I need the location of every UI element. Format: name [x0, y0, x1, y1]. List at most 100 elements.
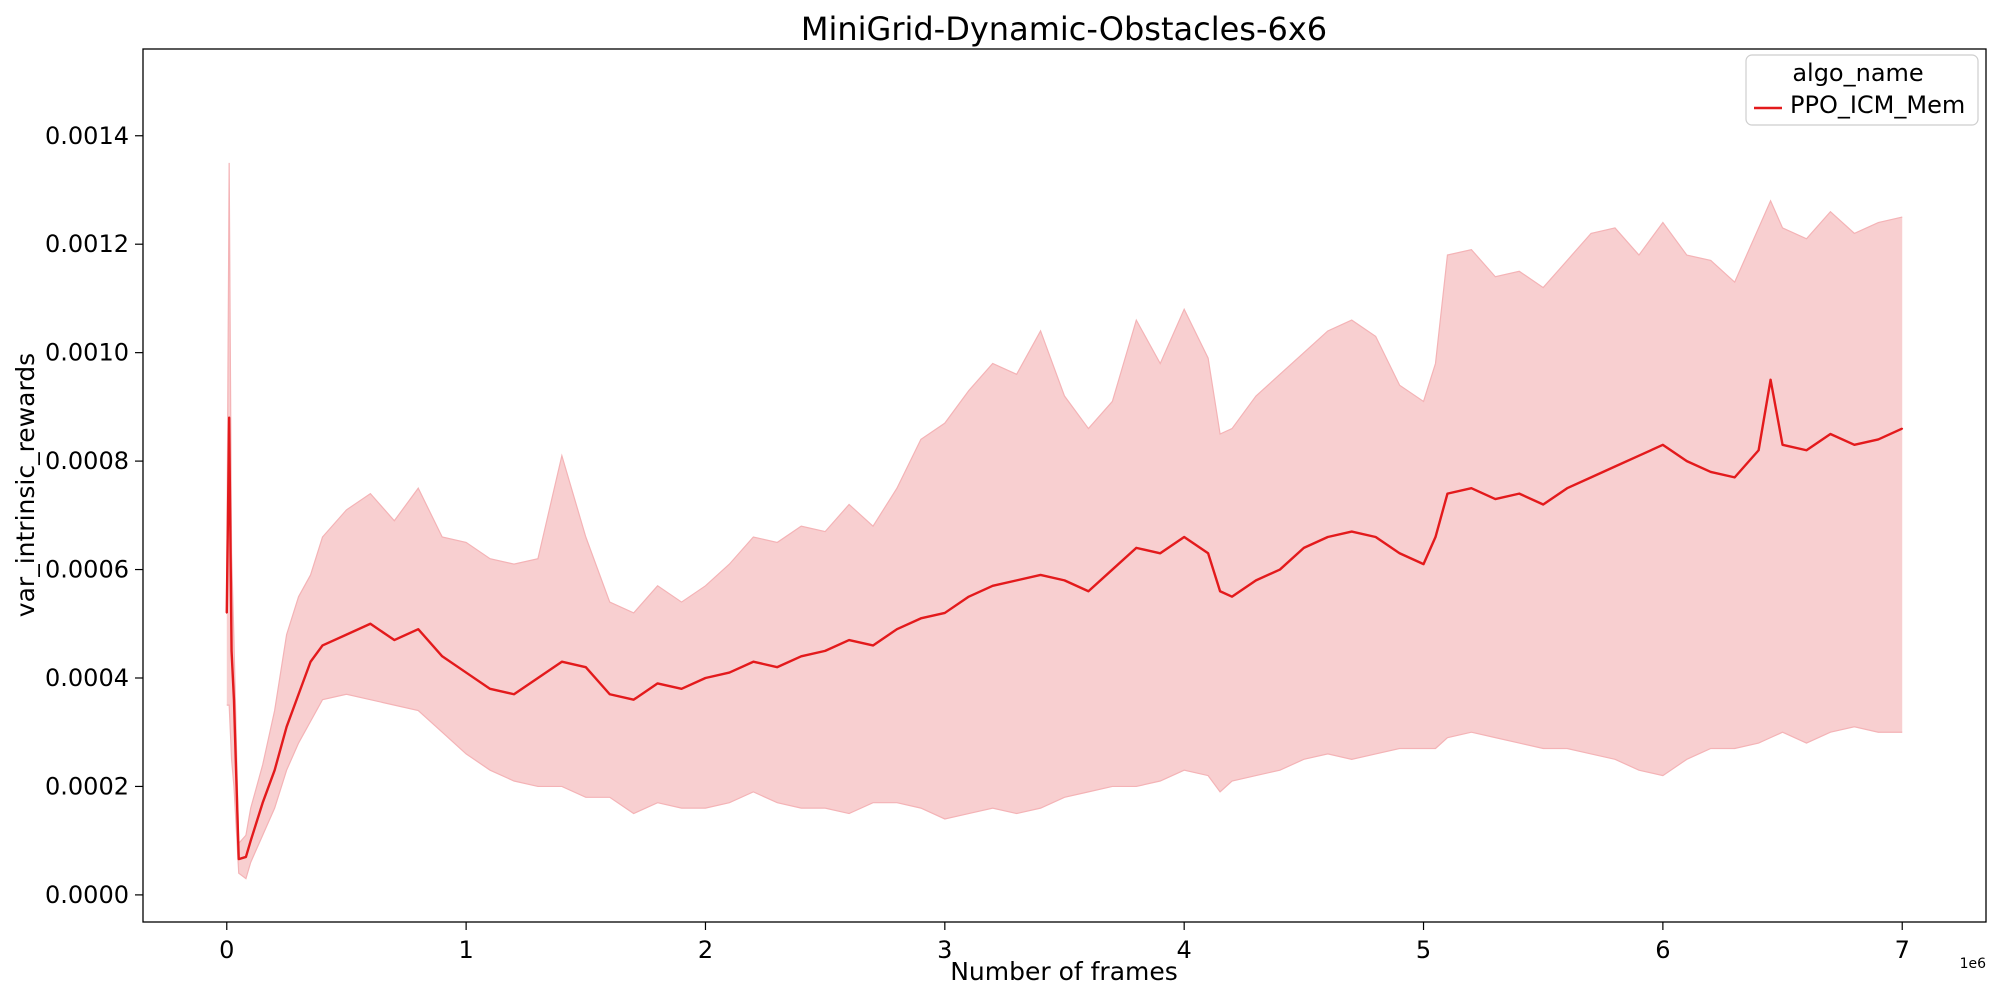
series-0-mean-point	[321, 644, 324, 647]
series-0-mean-point	[561, 660, 563, 663]
series-0-mean-point	[441, 655, 443, 658]
series-0-mean-point	[1326, 536, 1329, 538]
series-0-mean-point	[513, 693, 515, 696]
x-tick-label: 5	[1416, 936, 1431, 964]
series-0-mean-point	[1207, 552, 1209, 555]
series-0-mean-point	[537, 677, 539, 679]
y-tick-label: 0.0008	[45, 447, 129, 475]
series-0-mean-point	[1135, 547, 1138, 549]
series-0-mean-point	[285, 726, 288, 728]
x-tick-label: 7	[1895, 936, 1910, 964]
series-0-mean-point	[228, 416, 230, 419]
series-0-mean-point	[273, 769, 276, 771]
series-0-mean-point	[233, 698, 235, 701]
x-axis-offset-label: 1e6	[1960, 956, 1987, 972]
series-0-upper-bound-line	[226, 162, 1903, 845]
series-0-mean-point	[417, 628, 420, 630]
series-0-mean-point	[1422, 563, 1425, 565]
series-0-mean-point	[1279, 568, 1281, 571]
mean-line-layer	[225, 378, 1904, 861]
series-0-mean-point	[1590, 476, 1592, 479]
series-0-mean-point	[1518, 492, 1521, 495]
series-0-mean-point	[872, 644, 874, 647]
x-tick-label: 2	[698, 936, 713, 964]
y-tick-label: 0.0010	[45, 339, 129, 367]
series-0-mean-point	[1494, 498, 1497, 500]
series-0-mean-point	[920, 617, 922, 620]
series-0-mean-point	[465, 671, 467, 674]
series-0-mean-point	[1686, 460, 1688, 462]
series-0-mean-point	[1829, 433, 1832, 435]
series-0-mean-point	[230, 650, 233, 652]
series-0-mean-point	[1111, 568, 1114, 571]
series-0-mean-point	[1231, 595, 1233, 598]
series-0-mean-point	[1398, 552, 1401, 555]
series-0-confidence-band	[226, 162, 1903, 879]
series-0-mean-point	[752, 660, 755, 663]
series-0-mean-point	[1757, 449, 1760, 452]
series-0-mean-point	[1542, 503, 1544, 506]
series-0-mean-point	[297, 693, 300, 696]
confidence-band-layer	[226, 162, 1903, 880]
series-0-mean-point	[848, 639, 850, 641]
series-0-mean-point	[245, 856, 247, 858]
chart-title: MiniGrid-Dynamic-Obstacles-6x6	[801, 10, 1327, 48]
series-0-mean-point	[944, 612, 946, 614]
series-0-mean-point	[1446, 492, 1449, 495]
series-0-mean-point	[1662, 444, 1664, 446]
series-0-mean-point	[991, 585, 994, 587]
series-0-mean-point	[1853, 444, 1856, 446]
series-0-mean-point	[1303, 547, 1305, 549]
series-0-mean-point	[1566, 487, 1568, 490]
series-0-mean-point	[1769, 378, 1772, 381]
legend-box	[1745, 54, 1979, 126]
series-0-mean-point	[369, 622, 372, 625]
series-0-mean-point	[1350, 530, 1353, 533]
series-0-mean-point	[309, 660, 312, 663]
series-0-mean-point	[608, 693, 611, 696]
x-tick-label: 4	[1177, 936, 1192, 964]
series-0-mean-point	[237, 858, 240, 860]
series-0-mean-point	[1219, 590, 1221, 593]
series-0-mean-point	[776, 666, 779, 668]
series-0-mean-point	[656, 682, 659, 685]
series-0-mean-point	[1781, 444, 1784, 446]
x-axis-label: Number of frames	[950, 957, 1178, 986]
series-0-mean-point	[1434, 536, 1437, 538]
series-0-mean-point	[1159, 552, 1162, 555]
series-0-mean-point	[1733, 476, 1736, 479]
series-0-mean-point	[1087, 590, 1090, 593]
series-0-mean-point	[1614, 465, 1616, 468]
series-0-mean-point	[489, 688, 491, 690]
series-0-mean-point	[1063, 579, 1066, 582]
series-0-mean-line	[225, 378, 1903, 861]
x-tick-label: 0	[219, 936, 234, 964]
y-tick-label: 0.0004	[45, 664, 129, 692]
series-0-mean-point	[800, 655, 803, 658]
series-0-mean-point	[1877, 438, 1880, 441]
legend-title: algo_name	[1792, 59, 1923, 87]
series-0-mean-point	[1805, 449, 1808, 452]
series-0-mean-point	[1015, 579, 1018, 582]
series-0-mean-point	[728, 671, 731, 674]
series-0-lower-bound-line	[226, 693, 1903, 880]
y-tick-label: 0.0002	[45, 772, 129, 800]
series-0-mean-point	[824, 650, 826, 652]
series-0-mean-point	[1183, 536, 1185, 538]
x-axis: 0 1 2 3 4 5 6 7	[219, 922, 1910, 964]
y-axis: 0.0000 0.0002 0.0004 0.0006 0.0008 0.0010 0.00…	[45, 122, 143, 909]
series-0-mean-point	[261, 801, 264, 804]
series-0-mean-point	[896, 628, 898, 630]
series-0-mean-point	[704, 677, 707, 679]
series-0-mean-point	[1255, 579, 1257, 582]
y-tick-label: 0.0006	[45, 556, 129, 584]
series-0-mean-point	[1709, 471, 1712, 473]
y-tick-label: 0.0012	[45, 230, 129, 258]
series-0-mean-point	[1374, 536, 1377, 538]
y-tick-label: 0.0000	[45, 881, 129, 909]
series-0-mean-point	[1039, 574, 1042, 576]
y-axis-label: var_intrinsic_rewards	[11, 353, 40, 617]
legend-entry-label: PPO_ICM_Mem	[1790, 91, 1965, 119]
x-tick-label: 3	[937, 936, 952, 964]
